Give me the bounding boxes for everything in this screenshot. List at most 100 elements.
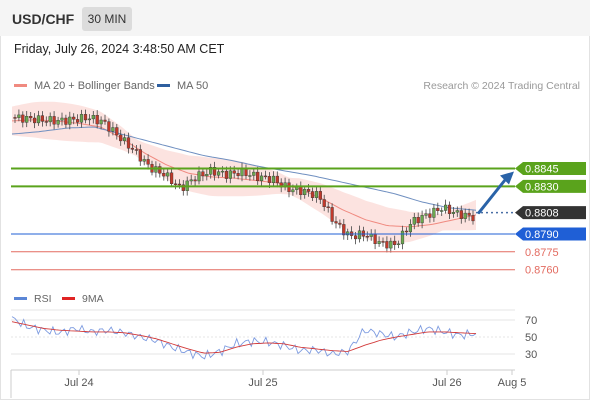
- legend-rsi-swatch: [14, 296, 27, 300]
- candle-body: [459, 210, 463, 219]
- candle-body: [126, 137, 131, 149]
- candle-body: [99, 119, 103, 125]
- legend-9ma-swatch: [62, 296, 75, 300]
- candle-body: [393, 240, 397, 246]
- candle-body: [169, 172, 174, 185]
- candle-body: [310, 191, 315, 198]
- candle-body: [75, 119, 80, 123]
- candle-body: [314, 191, 318, 198]
- candle-body: [408, 224, 412, 233]
- candle-body: [146, 159, 150, 165]
- legend-ma20-swatch: [14, 83, 27, 87]
- candle-body: [189, 179, 193, 182]
- candle-body: [68, 116, 72, 125]
- interval-button[interactable]: 30 MIN: [82, 7, 132, 31]
- candle-body: [256, 171, 260, 182]
- level-label-0.8790: 0.8790: [525, 229, 559, 241]
- candle-body: [201, 171, 205, 177]
- candle-body: [193, 179, 197, 182]
- candle-body: [318, 191, 322, 200]
- candle-body: [381, 241, 385, 243]
- candle-body: [138, 149, 142, 162]
- candle-body: [373, 233, 377, 245]
- candle-body: [220, 170, 225, 173]
- candle-body: [44, 121, 48, 123]
- rsi-tick-50: 50: [525, 332, 537, 344]
- candle-body: [17, 114, 21, 118]
- ma50-line: [11, 126, 477, 211]
- legend-ma50-label: MA 50: [177, 80, 209, 92]
- candle-body: [134, 149, 138, 151]
- candle-body: [162, 172, 166, 177]
- candle-body: [158, 166, 162, 174]
- candle-body: [455, 210, 459, 213]
- legend-ma20: MA 20 + Bollinger Bands: [14, 80, 155, 92]
- currency-pair-title: USD/CHF: [12, 11, 75, 27]
- candle-body: [87, 118, 91, 121]
- level-tag-0.8845: [515, 162, 586, 175]
- candle-body: [377, 241, 381, 244]
- forecast-arrow-shaft: [477, 176, 509, 215]
- candle-body: [322, 199, 326, 208]
- candle-body: [119, 134, 123, 142]
- time-tick-label: Jul 24: [64, 377, 93, 389]
- candle-body: [385, 241, 389, 249]
- candle-body: [334, 221, 338, 224]
- candle-body: [467, 212, 471, 216]
- candle-body: [103, 119, 107, 122]
- rsi-tick-30: 30: [525, 349, 537, 361]
- time-tick-label: Jul 25: [248, 377, 277, 389]
- candle-body: [326, 206, 330, 209]
- legend-ma50: MA 50: [157, 80, 208, 92]
- candle-body: [412, 216, 416, 225]
- candle-body: [21, 114, 25, 123]
- rsi-line: [11, 316, 477, 360]
- level-label-0.8760: 0.8760: [525, 265, 559, 277]
- candle-body: [299, 186, 303, 196]
- candle-body: [303, 189, 307, 196]
- candle-body: [142, 159, 146, 162]
- level-label-0.8845: 0.8845: [525, 164, 559, 176]
- candle-body: [177, 183, 181, 186]
- time-axis: Jul 24 Jul 25 Jul 26 Aug 5: [10, 369, 526, 398]
- candle-body: [307, 189, 311, 192]
- candle-body: [354, 235, 358, 240]
- candle-body: [197, 171, 201, 182]
- candle-body: [444, 204, 448, 211]
- candle-body: [440, 210, 444, 212]
- legend-9ma: 9MA: [62, 293, 104, 305]
- candle-body: [33, 117, 37, 124]
- candle-body: [173, 183, 178, 186]
- candle-body: [79, 114, 84, 123]
- candle-body: [52, 116, 56, 125]
- candle-body: [275, 175, 279, 183]
- candle-body: [224, 170, 228, 179]
- candle-body: [56, 119, 60, 125]
- candle-body: [260, 175, 264, 181]
- level-label-0.8830: 0.8830: [525, 181, 559, 193]
- candle-body: [36, 115, 41, 124]
- candle-body: [228, 170, 232, 179]
- legend-ma20-label: MA 20 + Bollinger Bands: [34, 80, 155, 92]
- candle-body: [29, 115, 33, 119]
- candle-body: [232, 170, 236, 174]
- candle-body: [451, 211, 455, 214]
- candle-body: [122, 137, 127, 142]
- candle-body: [40, 115, 44, 122]
- level-tag-0.8790: [515, 227, 586, 241]
- candle-body: [72, 116, 76, 120]
- candle-body: [107, 121, 111, 132]
- candle-body: [342, 224, 346, 236]
- legend-ma50-swatch: [157, 83, 170, 87]
- rsi-panel: 70 50 30: [11, 309, 537, 361]
- candle-body: [130, 147, 134, 150]
- candle-body: [404, 230, 409, 233]
- bollinger-band: [12, 101, 476, 244]
- candle-body: [216, 171, 221, 176]
- candle-body: [166, 172, 170, 177]
- candle-body: [389, 240, 393, 249]
- candle-body: [212, 166, 217, 176]
- candle-body: [267, 176, 271, 183]
- level-tag-0.8830: [515, 179, 586, 193]
